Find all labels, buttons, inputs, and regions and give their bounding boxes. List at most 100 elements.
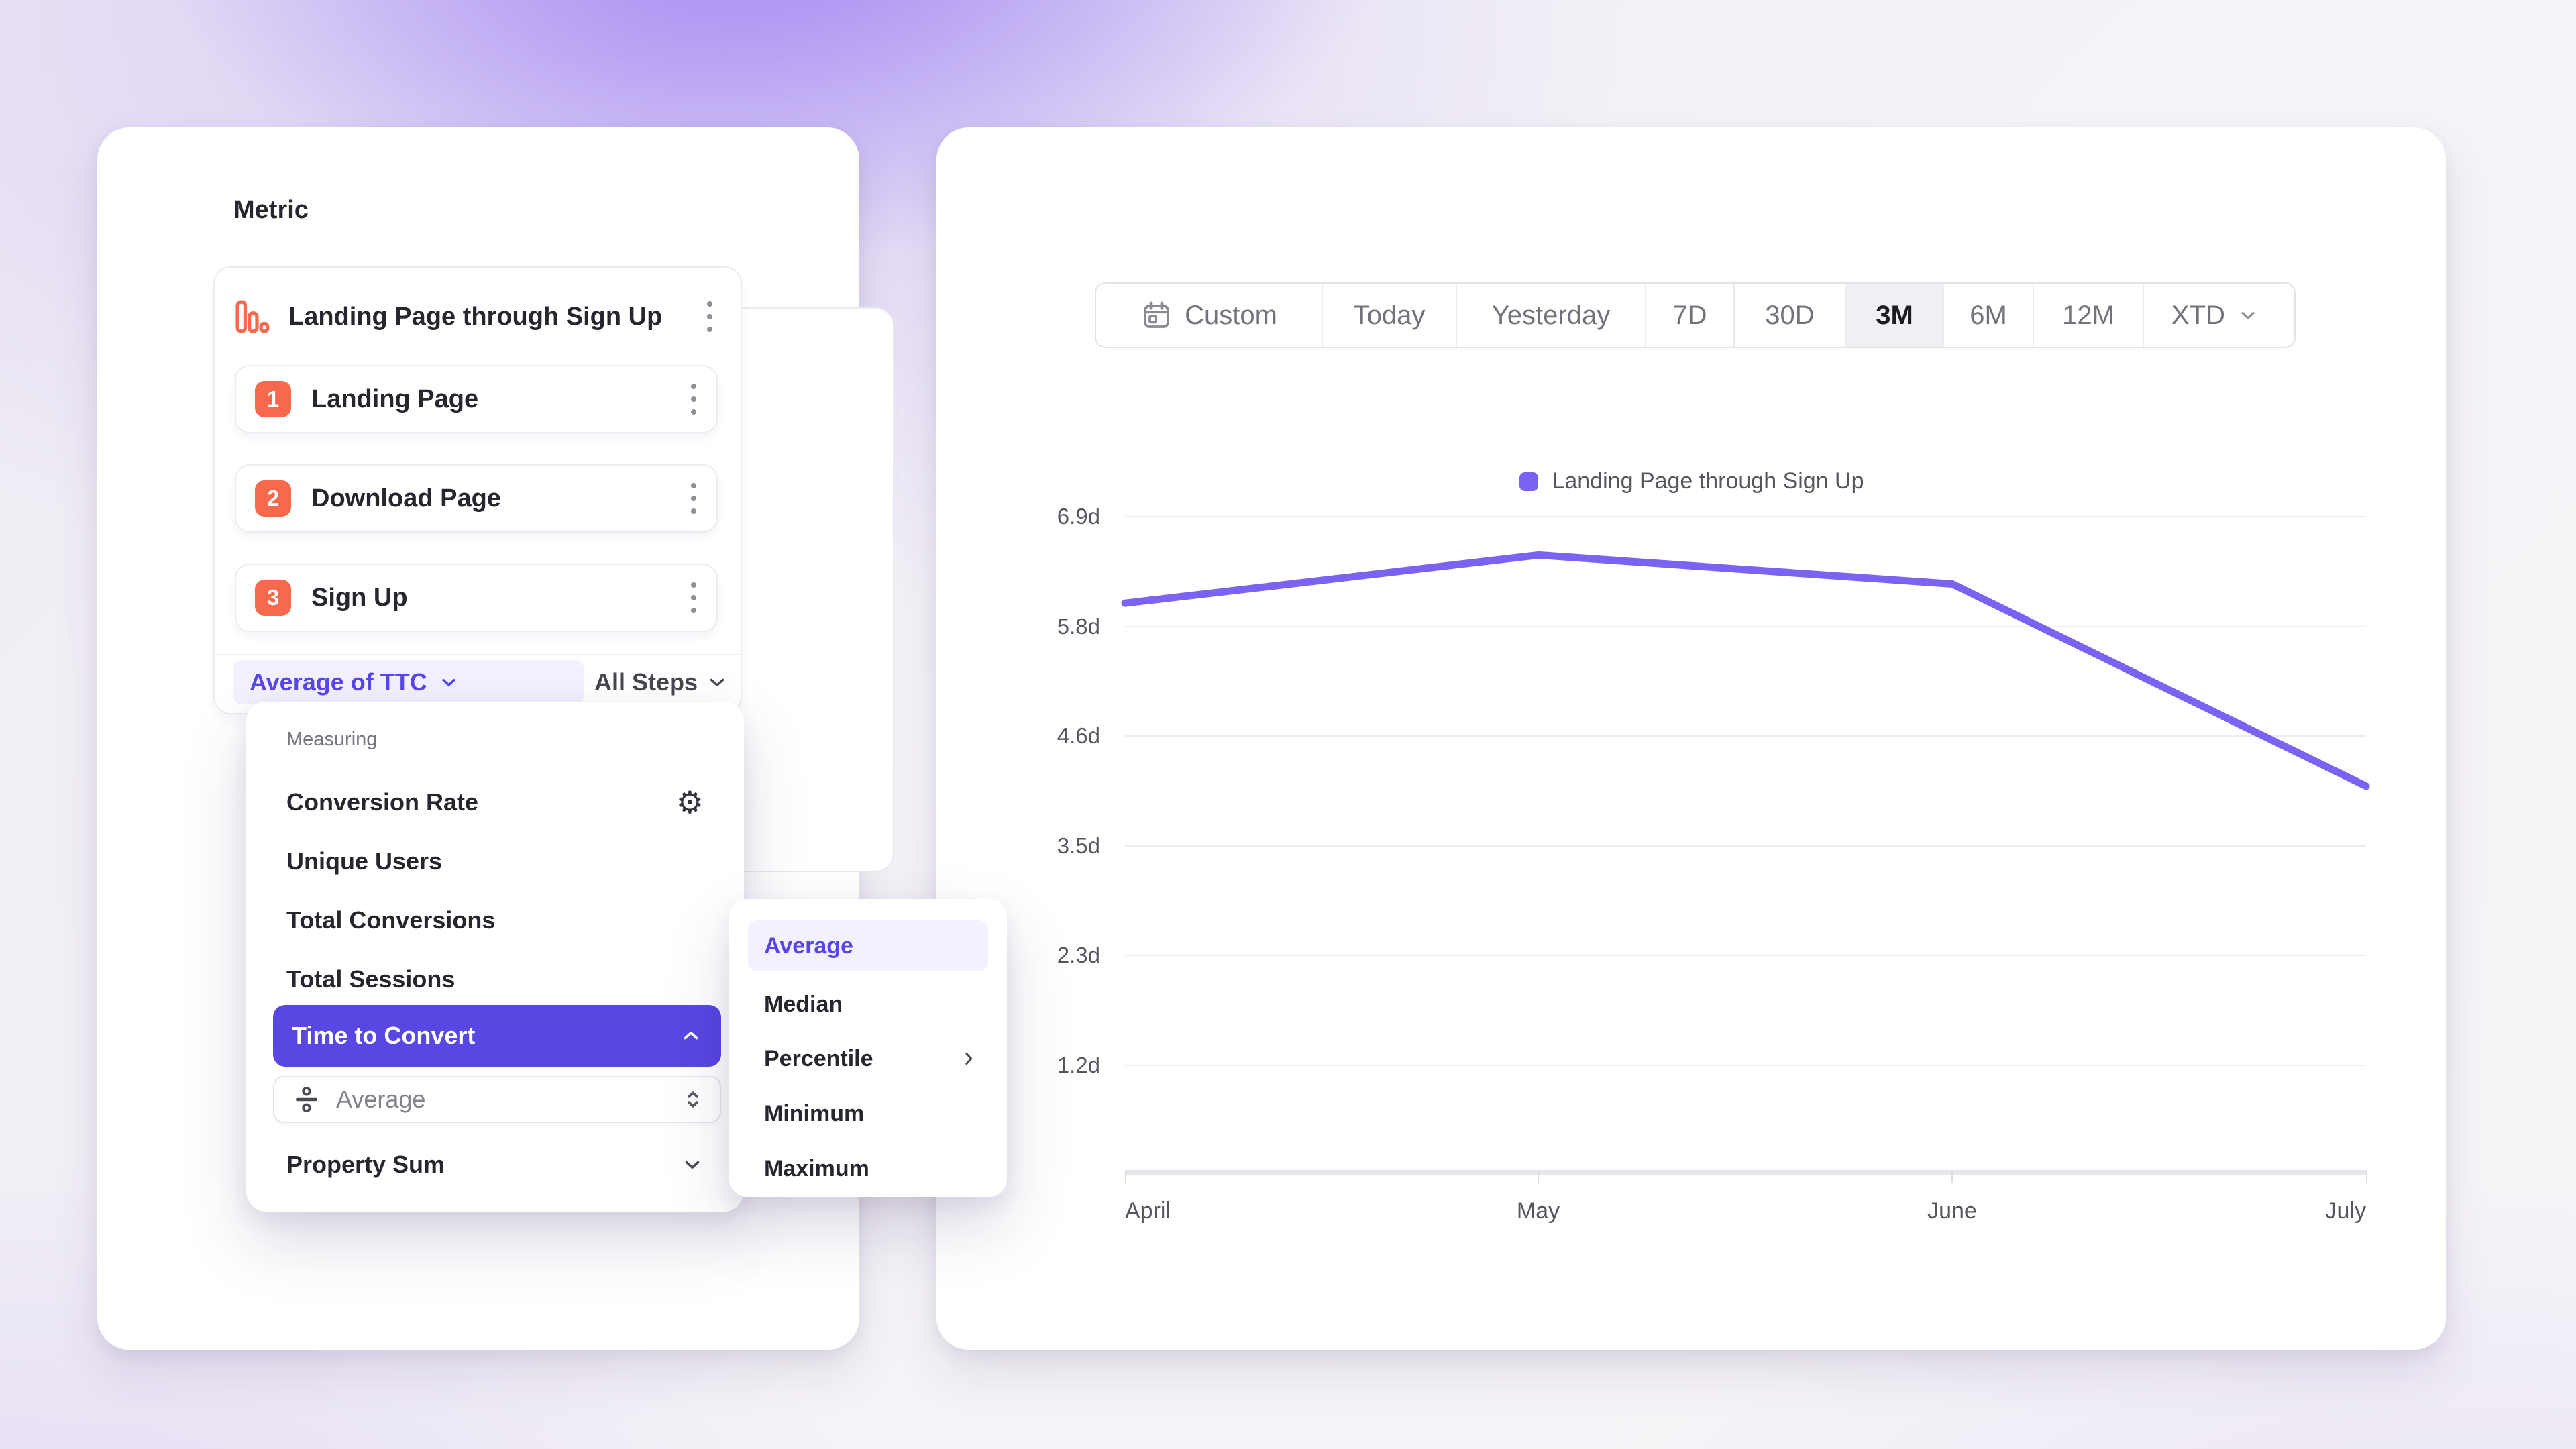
- range-button-3m-active[interactable]: 3M: [1845, 284, 1943, 347]
- y-axis-tick-label: 4.6d: [1057, 723, 1100, 748]
- x-axis-tick-label: April: [1125, 1198, 1171, 1224]
- y-axis-tick-label: 3.5d: [1057, 833, 1100, 858]
- step-number-badge: 3: [255, 580, 291, 616]
- x-axis-tick: [2366, 1170, 2367, 1183]
- up-down-stepper-icon: [681, 1087, 705, 1112]
- submenu-item-label: Average: [764, 932, 853, 959]
- submenu-item-label: Minimum: [764, 1100, 865, 1126]
- y-axis-tick-label: 2.3d: [1057, 943, 1100, 967]
- ttc-aggregation-value: Average: [336, 1085, 426, 1113]
- chevron-up-icon: [680, 1024, 702, 1047]
- menu-item-unique-users[interactable]: Unique Users: [270, 833, 720, 890]
- funnel-step-row[interactable]: 3 Sign Up: [235, 564, 718, 632]
- measurement-dropdown-trigger[interactable]: Average of TTC: [233, 660, 584, 704]
- step-label: Sign Up: [311, 583, 408, 612]
- range-button-label: Custom: [1185, 300, 1277, 330]
- menu-item-total-sessions[interactable]: Total Sessions: [270, 951, 720, 1008]
- time-to-convert-line-series: [1121, 551, 2370, 790]
- step-label: Download Page: [311, 484, 501, 513]
- menu-item-label: Unique Users: [286, 847, 443, 875]
- chevron-down-icon: [438, 672, 460, 693]
- submenu-item-label: Percentile: [764, 1045, 873, 1071]
- menu-item-label: Property Sum: [286, 1150, 445, 1178]
- step-kebab-menu-icon[interactable]: [682, 577, 706, 619]
- chevron-down-icon: [706, 671, 729, 694]
- submenu-item-percentile[interactable]: Percentile: [748, 1033, 988, 1084]
- chart-line-svg: [1121, 551, 2370, 790]
- chart-legend: Landing Page through Sign Up: [1125, 468, 2366, 494]
- funnel-step-row[interactable]: 1 Landing Page: [235, 365, 718, 433]
- step-kebab-menu-icon[interactable]: [682, 378, 706, 420]
- step-kebab-menu-icon[interactable]: [682, 478, 706, 519]
- y-axis-tick-label: 5.8d: [1057, 614, 1100, 639]
- menu-item-label: Total Sessions: [286, 965, 455, 993]
- submenu-item-minimum[interactable]: Minimum: [748, 1088, 988, 1139]
- submenu-item-maximum[interactable]: Maximum: [748, 1143, 988, 1194]
- range-button-30d[interactable]: 30D: [1733, 284, 1845, 347]
- measurement-label: Average of TTC: [250, 668, 427, 696]
- step-number-badge: 1: [255, 381, 291, 417]
- menu-item-label: Total Conversions: [286, 906, 496, 934]
- range-button-label: 6M: [1970, 300, 2007, 330]
- measuring-dropdown-menu: Measuring Conversion Rate ⚙ Unique Users…: [246, 702, 744, 1212]
- menu-section-label: Measuring: [286, 729, 378, 750]
- submenu-item-average-selected[interactable]: Average: [748, 920, 988, 971]
- funnel-kebab-menu-icon[interactable]: [698, 296, 722, 337]
- divide-icon: [292, 1085, 321, 1114]
- x-axis-tick-label: June: [1927, 1198, 1977, 1224]
- x-axis-bar: [1125, 1170, 2367, 1175]
- range-button-custom[interactable]: Custom: [1096, 284, 1322, 347]
- menu-item-total-conversions[interactable]: Total Conversions: [270, 892, 720, 949]
- gear-icon[interactable]: ⚙: [676, 785, 704, 820]
- funnel-step-row[interactable]: 2 Download Page: [235, 464, 718, 533]
- range-button-yesterday[interactable]: Yesterday: [1456, 284, 1645, 347]
- y-axis-tick-label: 6.9d: [1057, 504, 1100, 529]
- ttc-aggregation-select[interactable]: Average: [273, 1076, 721, 1123]
- menu-item-time-to-convert-selected[interactable]: Time to Convert: [273, 1005, 721, 1067]
- date-range-toolbar: Custom Today Yesterday 7D 30D 3M 6M 12M …: [1095, 282, 2296, 348]
- range-button-label: 7D: [1672, 300, 1707, 330]
- submenu-item-median[interactable]: Median: [748, 979, 988, 1030]
- funnel-name: Landing Page through Sign Up: [288, 302, 663, 331]
- menu-item-label: Conversion Rate: [286, 788, 479, 816]
- aggregation-submenu: Average Median Percentile Minimum Maximu…: [729, 899, 1007, 1197]
- step-number-badge: 2: [255, 480, 291, 517]
- range-button-7d[interactable]: 7D: [1645, 284, 1733, 347]
- x-axis-tick: [1125, 1170, 1126, 1183]
- legend-label: Landing Page through Sign Up: [1552, 468, 1864, 494]
- x-axis-labels: April May June July: [1125, 1198, 2366, 1228]
- range-button-today[interactable]: Today: [1322, 284, 1456, 347]
- range-button-6m[interactable]: 6M: [1943, 284, 2033, 347]
- menu-item-property-sum[interactable]: Property Sum: [270, 1136, 720, 1193]
- range-button-label: XTD: [2171, 300, 2225, 330]
- menu-item-conversion-rate[interactable]: Conversion Rate ⚙: [270, 774, 720, 830]
- submenu-item-label: Maximum: [764, 1155, 869, 1181]
- menu-item-label: Time to Convert: [292, 1022, 476, 1049]
- step-label: Landing Page: [311, 384, 479, 413]
- legend-swatch: [1519, 472, 1539, 491]
- x-axis-tick-label: July: [2325, 1198, 2366, 1224]
- range-button-xtd[interactable]: XTD: [2143, 284, 2286, 347]
- bar-chart-decreasing-icon: [233, 298, 271, 335]
- funnel-footer-divider: [215, 654, 741, 655]
- range-button-12m[interactable]: 12M: [2033, 284, 2143, 347]
- x-axis-tick-label: May: [1516, 1198, 1560, 1224]
- chevron-right-icon: [959, 1049, 979, 1069]
- funnel-header: Landing Page through Sign Up: [233, 282, 722, 352]
- range-button-label: Yesterday: [1491, 300, 1611, 330]
- chevron-down-icon: [681, 1153, 704, 1176]
- y-axis-tick-label: 1.2d: [1057, 1053, 1100, 1077]
- calendar-icon: [1140, 299, 1173, 331]
- range-button-label: Today: [1353, 300, 1426, 330]
- x-axis-tick: [1951, 1170, 1953, 1183]
- chevron-down-icon: [2237, 305, 2259, 326]
- range-button-label: 12M: [2062, 300, 2114, 330]
- x-axis-tick: [1538, 1170, 1539, 1183]
- metric-panel-title: Metric: [233, 196, 309, 224]
- submenu-item-label: Median: [764, 991, 843, 1017]
- range-button-label: 30D: [1765, 300, 1815, 330]
- steps-scope-label: All Steps: [594, 668, 698, 696]
- steps-scope-dropdown-trigger[interactable]: All Steps: [594, 660, 729, 704]
- range-button-label: 3M: [1876, 300, 1913, 330]
